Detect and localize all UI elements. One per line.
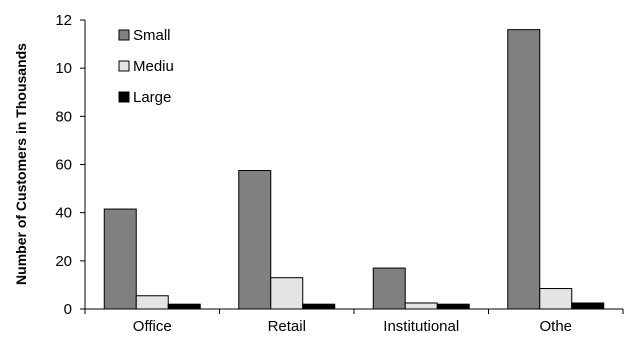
y-tick-label: 80 xyxy=(55,108,72,125)
y-tick-label: 10 xyxy=(55,60,72,77)
legend: Small Mediu Large xyxy=(118,27,174,106)
bar-large-retail xyxy=(302,303,336,310)
x-tick-label: Office xyxy=(133,318,172,335)
y-tick-label: 60 xyxy=(55,157,72,174)
bar-large-institutional xyxy=(436,303,470,310)
y-axis: 0 20 40 60 80 10 12 xyxy=(55,12,86,318)
legend-swatch-mediu xyxy=(118,60,130,72)
bar-mediu-retail xyxy=(270,277,304,310)
bar-large-office xyxy=(167,303,201,310)
bar-small-institutional xyxy=(372,267,406,310)
y-tick-label: 20 xyxy=(55,253,72,270)
x-tick-label: Retail xyxy=(268,318,306,335)
y-tick-label: 0 xyxy=(64,301,72,318)
x-axis: Office Retail Institutional Othe xyxy=(84,308,624,335)
legend-label-large: Large xyxy=(133,89,171,106)
bar-small-retail xyxy=(238,170,272,310)
bar-small-office xyxy=(103,208,137,310)
bar-mediu-othe xyxy=(539,288,573,310)
y-tick-label: 40 xyxy=(55,205,72,222)
bar-mediu-institutional xyxy=(404,302,438,310)
legend-swatch-large xyxy=(118,91,130,103)
bar-small-othe xyxy=(507,29,541,310)
y-tick-label: 12 xyxy=(55,12,72,29)
bars xyxy=(103,29,605,310)
x-tick-label: Institutional xyxy=(383,318,459,335)
legend-label-small: Small xyxy=(133,27,171,44)
legend-swatch-small xyxy=(118,29,130,41)
bar-large-othe xyxy=(571,302,605,310)
x-tick-label: Othe xyxy=(539,318,572,335)
legend-label-mediu: Mediu xyxy=(133,58,174,75)
bar-mediu-office xyxy=(135,295,169,310)
y-axis-label: Number of Customers in Thousands xyxy=(13,43,29,285)
